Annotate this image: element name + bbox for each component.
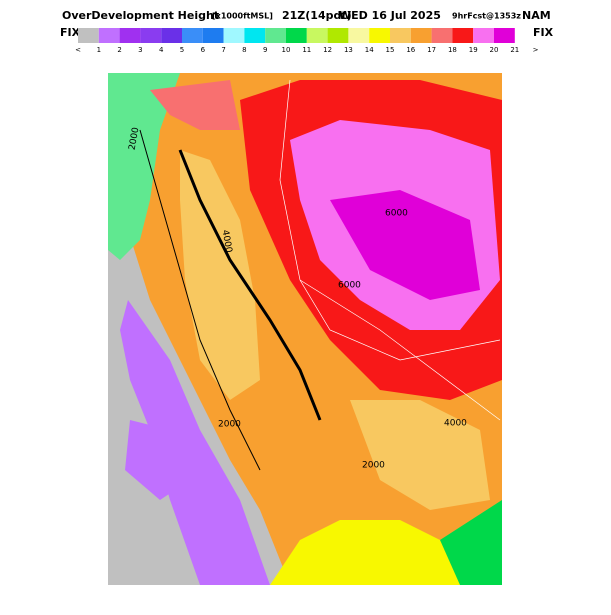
color-label: 6	[201, 46, 206, 54]
contour-label: 4000	[444, 419, 467, 429]
color-cell	[223, 28, 245, 43]
colorbar: <1 2 3 4 5 6 7 8 9 10 11 12 13 14 15 16 17 18 19 20 21 >	[75, 28, 539, 54]
color-label: 9	[263, 46, 267, 54]
contour-label: 6000	[338, 281, 361, 291]
color-cell	[161, 28, 182, 43]
contour-label: 4000	[220, 229, 234, 254]
color-cell	[244, 28, 266, 43]
map: 2000 4000 6000 6000 2000 4000 2000	[108, 73, 502, 585]
title: OverDevelopment Height	[62, 9, 219, 22]
color-label: 10	[282, 46, 291, 54]
contour-label: 2000	[128, 126, 142, 151]
contour-label: 2000	[362, 461, 385, 471]
color-cell	[119, 28, 141, 43]
light-orange-se	[350, 400, 490, 510]
color-label: 12	[323, 46, 332, 54]
legend-left: FIX	[60, 26, 81, 39]
color-label: 17	[427, 46, 436, 54]
contour-label: 2000	[218, 420, 241, 430]
color-label: 20	[490, 46, 499, 54]
time: 21Z(14pdt)	[282, 9, 352, 22]
contour-sierra	[178, 149, 322, 421]
color-label: 18	[448, 46, 457, 54]
color-label: 4	[159, 46, 164, 54]
color-label: 2	[117, 46, 121, 54]
color-label: 16	[406, 46, 415, 54]
valley	[180, 150, 260, 400]
green-se	[440, 500, 502, 585]
purple-offshore	[125, 420, 190, 500]
color-label: 11	[302, 46, 311, 54]
color-cell	[473, 28, 494, 43]
color-cell	[494, 28, 515, 43]
color-cell	[369, 28, 390, 43]
contour-label: 6000	[385, 209, 408, 219]
state-border	[299, 279, 501, 421]
color-cell	[140, 28, 162, 43]
color-label: 7	[221, 46, 225, 54]
date: WED 16 Jul 2025	[339, 9, 441, 22]
legend-right: FIX	[533, 26, 554, 39]
color-label: 15	[386, 46, 395, 54]
color-cell	[327, 28, 349, 43]
color-label: 3	[138, 46, 142, 54]
color-label: 21	[510, 46, 519, 54]
yellow-south	[270, 520, 502, 585]
color-label: 14	[365, 46, 374, 54]
contour-labels: 2000 4000 6000 6000 2000 4000 2000	[128, 126, 468, 470]
color-label: 1	[97, 46, 101, 54]
color-label: 5	[180, 46, 184, 54]
color-label: 19	[469, 46, 478, 54]
color-cell	[348, 28, 370, 43]
color-cell	[410, 28, 432, 43]
color-label: >	[533, 46, 539, 54]
color-cell	[452, 28, 474, 43]
color-cell	[431, 28, 453, 43]
purple-coast	[120, 300, 270, 585]
salmon-north	[150, 80, 240, 130]
color-cell	[182, 28, 203, 43]
color-label: 8	[242, 46, 246, 54]
color-cell	[390, 28, 411, 43]
magenta-core	[330, 190, 480, 300]
color-label: <	[75, 46, 81, 54]
color-cell	[265, 28, 286, 43]
color-cell	[98, 28, 120, 43]
forecast: 9hrFcst@1353z	[452, 12, 521, 21]
contour-coast	[139, 129, 261, 471]
color-label: 13	[344, 46, 353, 54]
color-cell	[306, 28, 328, 43]
model: NAM	[522, 9, 551, 22]
color-cell	[286, 28, 307, 43]
units: [x1000ftMSL]	[212, 12, 273, 21]
green-nw	[108, 73, 180, 260]
color-cell	[202, 28, 224, 43]
state-border	[279, 79, 501, 361]
color-cell	[78, 28, 99, 43]
header: OverDevelopment Height [x1000ftMSL] 21Z(…	[60, 9, 554, 39]
